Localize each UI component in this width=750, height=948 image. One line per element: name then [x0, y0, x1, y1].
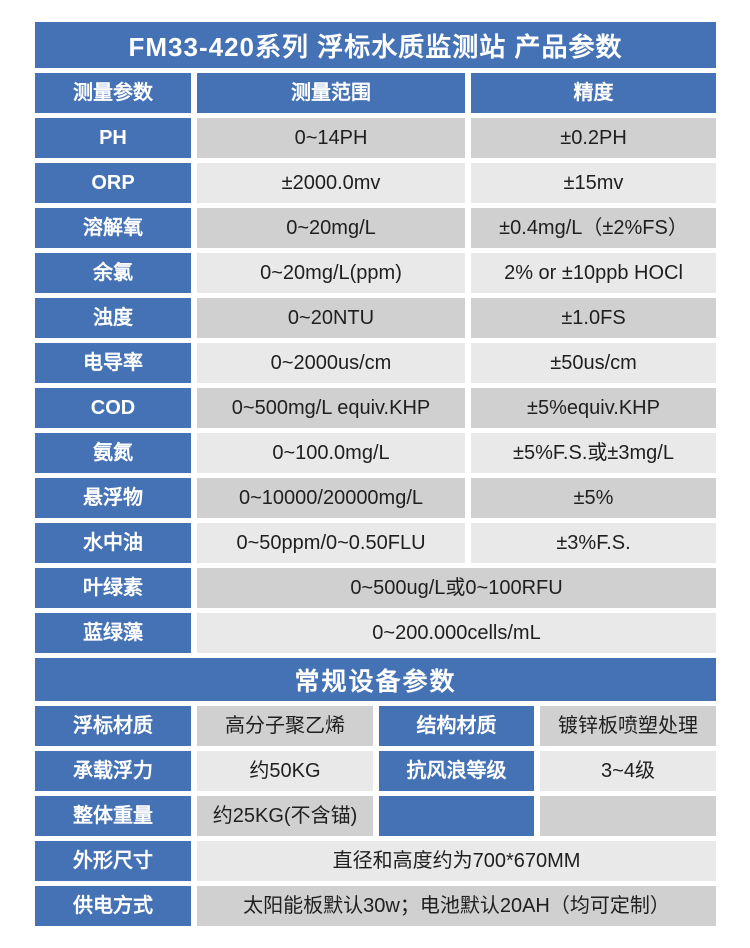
- value-cell-merged: 直径和高度约为700*670MM: [197, 841, 716, 881]
- value-cell: 约25KG(不含锚): [197, 796, 373, 836]
- accuracy-cell: 2% or ±10ppb HOCl: [471, 253, 716, 293]
- range-cell: 0~2000us/cm: [197, 343, 465, 383]
- range-cell: 0~500mg/L equiv.KHP: [197, 388, 465, 428]
- accuracy-cell: ±0.2PH: [471, 118, 716, 158]
- param-cell: 水中油: [35, 523, 191, 563]
- table-row-ph: PH 0~14PH ±0.2PH: [35, 118, 716, 158]
- param-cell: ORP: [35, 163, 191, 203]
- param-cell: 溶解氧: [35, 208, 191, 248]
- value-cell-merged: 太阳能板默认30w；电池默认20AH（均可定制）: [197, 886, 716, 926]
- label-cell: 浮标材质: [35, 706, 191, 746]
- label-cell: 供电方式: [35, 886, 191, 926]
- range-cell: 0~20NTU: [197, 298, 465, 338]
- accuracy-cell: ±50us/cm: [471, 343, 716, 383]
- param-cell: PH: [35, 118, 191, 158]
- param-cell: 浊度: [35, 298, 191, 338]
- param-cell: 氨氮: [35, 433, 191, 473]
- range-cell: 0~10000/20000mg/L: [197, 478, 465, 518]
- accuracy-cell: ±5%: [471, 478, 716, 518]
- equipment-row-power-supply: 供电方式 太阳能板默认30w；电池默认20AH（均可定制）: [35, 886, 716, 926]
- param-cell: 电导率: [35, 343, 191, 383]
- param-cell: COD: [35, 388, 191, 428]
- value-cell: 约50KG: [197, 751, 373, 791]
- table-row-turbidity: 浊度 0~20NTU ±1.0FS: [35, 298, 716, 338]
- accuracy-cell: ±0.4mg/L（±2%FS）: [471, 208, 716, 248]
- table-row-suspended-solids: 悬浮物 0~10000/20000mg/L ±5%: [35, 478, 716, 518]
- param-cell: 悬浮物: [35, 478, 191, 518]
- param-cell: 叶绿素: [35, 568, 191, 608]
- equipment-row-buoy-material: 浮标材质 高分子聚乙烯 结构材质 镀锌板喷塑处理: [35, 706, 716, 746]
- product-spec-table: FM33-420系列 浮标水质监测站 产品参数 测量参数 测量范围 精度 PH …: [35, 22, 716, 926]
- table-row-orp: ORP ±2000.0mv ±15mv: [35, 163, 716, 203]
- section-title-equipment: 常规设备参数: [35, 658, 716, 701]
- range-cell-merged: 0~200.000cells/mL: [197, 613, 716, 653]
- range-cell: 0~20mg/L(ppm): [197, 253, 465, 293]
- equipment-row-total-weight: 整体重量 约25KG(不含锚): [35, 796, 716, 836]
- range-cell: 0~100.0mg/L: [197, 433, 465, 473]
- param-cell: 蓝绿藻: [35, 613, 191, 653]
- accuracy-cell: ±3%F.S.: [471, 523, 716, 563]
- table-row-ammonia: 氨氮 0~100.0mg/L ±5%F.S.或±3mg/L: [35, 433, 716, 473]
- label-cell: 整体重量: [35, 796, 191, 836]
- value-cell: 高分子聚乙烯: [197, 706, 373, 746]
- empty-value-cell: [540, 796, 716, 836]
- accuracy-cell: ±5%F.S.或±3mg/L: [471, 433, 716, 473]
- range-cell-merged: 0~500ug/L或0~100RFU: [197, 568, 716, 608]
- range-cell: 0~20mg/L: [197, 208, 465, 248]
- table-row-dissolved-oxygen: 溶解氧 0~20mg/L ±0.4mg/L（±2%FS）: [35, 208, 716, 248]
- table-row-residual-chlorine: 余氯 0~20mg/L(ppm) 2% or ±10ppb HOCl: [35, 253, 716, 293]
- table-row-chlorophyll: 叶绿素 0~500ug/L或0~100RFU: [35, 568, 716, 608]
- table-row-oil-in-water: 水中油 0~50ppm/0~0.50FLU ±3%F.S.: [35, 523, 716, 563]
- label-cell: 外形尺寸: [35, 841, 191, 881]
- accuracy-cell: ±5%equiv.KHP: [471, 388, 716, 428]
- value-cell: 3~4级: [540, 751, 716, 791]
- label-cell: 结构材质: [379, 706, 534, 746]
- range-cell: ±2000.0mv: [197, 163, 465, 203]
- param-cell: 余氯: [35, 253, 191, 293]
- label-cell: 承载浮力: [35, 751, 191, 791]
- table-row-blue-green-algae: 蓝绿藻 0~200.000cells/mL: [35, 613, 716, 653]
- range-cell: 0~14PH: [197, 118, 465, 158]
- accuracy-cell: ±1.0FS: [471, 298, 716, 338]
- accuracy-cell: ±15mv: [471, 163, 716, 203]
- column-header-param: 测量参数: [35, 73, 191, 113]
- equipment-row-dimensions: 外形尺寸 直径和高度约为700*670MM: [35, 841, 716, 881]
- table-row-cod: COD 0~500mg/L equiv.KHP ±5%equiv.KHP: [35, 388, 716, 428]
- column-header-range: 测量范围: [197, 73, 465, 113]
- label-cell: 抗风浪等级: [379, 751, 534, 791]
- equipment-row-buoyancy: 承载浮力 约50KG 抗风浪等级 3~4级: [35, 751, 716, 791]
- page-title: FM33-420系列 浮标水质监测站 产品参数: [35, 22, 716, 68]
- table-row-conductivity: 电导率 0~2000us/cm ±50us/cm: [35, 343, 716, 383]
- range-cell: 0~50ppm/0~0.50FLU: [197, 523, 465, 563]
- value-cell: 镀锌板喷塑处理: [540, 706, 716, 746]
- column-header-accuracy: 精度: [471, 73, 716, 113]
- measurement-header-row: 测量参数 测量范围 精度: [35, 73, 716, 113]
- empty-label-cell: [379, 796, 534, 836]
